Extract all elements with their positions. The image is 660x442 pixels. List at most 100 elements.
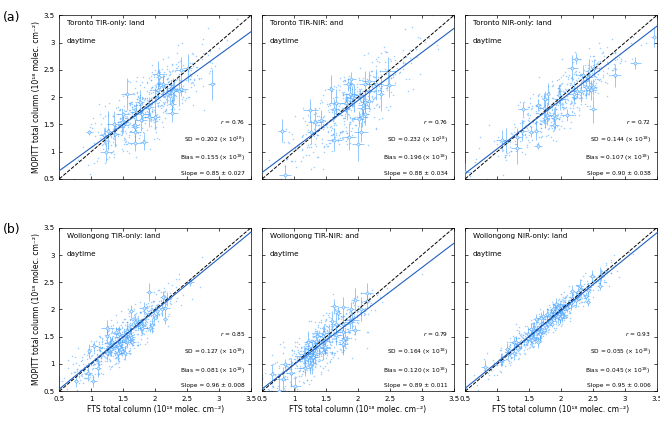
Point: [305, 141, 315, 148]
Point: [367, 92, 378, 99]
Point: [314, 347, 324, 354]
Point: [389, 57, 400, 64]
Point: [95, 354, 106, 362]
Point: [138, 307, 148, 314]
Point: [539, 92, 549, 99]
Point: [329, 106, 340, 113]
Point: [290, 382, 301, 389]
Point: [550, 310, 561, 317]
Point: [332, 306, 343, 313]
Point: [510, 344, 521, 351]
Point: [562, 90, 573, 97]
Point: [567, 303, 578, 310]
Point: [598, 72, 609, 79]
Point: [548, 118, 558, 125]
Point: [104, 348, 114, 355]
Point: [139, 84, 149, 91]
Point: [557, 301, 568, 309]
Point: [333, 141, 344, 148]
Point: [350, 92, 361, 99]
Point: [325, 358, 335, 365]
Point: [501, 152, 512, 159]
Point: [358, 74, 368, 81]
Point: [70, 354, 81, 361]
Point: [140, 322, 150, 329]
Point: [329, 328, 339, 335]
Point: [496, 148, 507, 155]
Point: [134, 94, 145, 101]
Point: [147, 305, 157, 312]
Point: [95, 333, 106, 340]
Point: [522, 141, 533, 149]
Point: [383, 82, 394, 89]
Point: [101, 344, 112, 351]
Point: [306, 317, 317, 324]
Point: [200, 50, 211, 57]
Point: [305, 114, 315, 121]
Point: [106, 338, 116, 345]
Point: [353, 93, 364, 100]
Point: [112, 354, 122, 361]
Point: [350, 85, 360, 92]
Point: [552, 305, 563, 312]
Point: [565, 296, 576, 303]
Point: [379, 47, 390, 54]
Point: [277, 375, 287, 382]
Point: [568, 302, 578, 309]
Point: [129, 123, 140, 130]
Point: [354, 115, 364, 122]
Point: [128, 114, 139, 121]
Point: [323, 333, 333, 340]
Point: [552, 99, 562, 107]
Point: [608, 264, 618, 271]
Point: [506, 339, 517, 346]
Point: [546, 308, 556, 315]
Point: [143, 309, 153, 316]
Point: [135, 109, 146, 116]
Point: [151, 313, 162, 320]
Point: [550, 306, 560, 313]
Point: [113, 326, 123, 333]
Point: [329, 349, 340, 356]
Point: [344, 308, 354, 315]
Point: [338, 77, 348, 84]
Point: [511, 351, 521, 358]
Point: [309, 110, 319, 118]
Point: [594, 64, 605, 71]
Point: [552, 297, 563, 304]
Point: [525, 329, 536, 336]
Point: [530, 125, 541, 132]
Point: [568, 58, 579, 65]
Point: [71, 360, 81, 367]
Point: [531, 332, 541, 339]
Point: [146, 302, 156, 309]
Point: [568, 96, 578, 103]
Point: [289, 349, 300, 356]
Point: [148, 312, 159, 319]
Point: [552, 76, 562, 83]
Point: [546, 316, 556, 323]
Point: [364, 87, 375, 94]
Point: [96, 130, 106, 137]
Point: [152, 118, 162, 125]
Point: [277, 127, 288, 134]
Point: [154, 286, 164, 293]
Point: [585, 63, 596, 70]
Point: [257, 175, 267, 183]
Point: [535, 120, 545, 127]
Point: [280, 362, 290, 369]
Point: [284, 140, 294, 147]
Point: [157, 83, 168, 90]
Point: [386, 57, 397, 64]
Point: [98, 370, 108, 377]
Point: [474, 374, 484, 381]
Point: [579, 86, 589, 93]
Point: [171, 61, 182, 68]
Point: [372, 291, 383, 298]
Point: [512, 347, 522, 354]
Point: [272, 373, 282, 380]
Point: [372, 77, 383, 84]
Point: [552, 310, 563, 317]
Point: [110, 354, 121, 361]
Point: [358, 52, 369, 59]
